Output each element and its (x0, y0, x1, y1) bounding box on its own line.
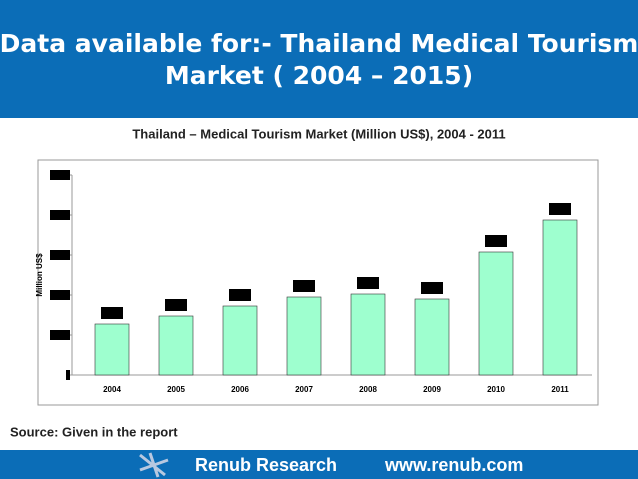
x-tick-label: 2010 (487, 385, 505, 394)
hidden-value-label (229, 289, 251, 301)
x-tick-label: 2008 (359, 385, 377, 394)
hidden-value-label (101, 307, 123, 319)
bar (414, 298, 450, 376)
x-tick-label: 2005 (167, 385, 185, 394)
footer-website: www.renub.com (384, 455, 523, 475)
bar (286, 296, 322, 376)
x-tick-label: 2011 (551, 385, 569, 394)
bar (94, 323, 130, 376)
y-axis-label: Million US$ (35, 253, 44, 297)
bar (158, 315, 194, 376)
bar (350, 293, 386, 376)
hidden-tick-label (50, 170, 70, 180)
footer-company: Renub Research (195, 455, 337, 475)
hidden-value-label (421, 282, 443, 294)
x-tick-label: 2009 (423, 385, 441, 394)
source-note: Source: Given in the report (10, 424, 178, 439)
hidden-value-label (293, 280, 315, 292)
footer-band (0, 450, 638, 479)
bar (222, 305, 258, 376)
bar (542, 219, 578, 376)
hidden-tick-label (50, 250, 70, 260)
hidden-value-label (549, 203, 571, 215)
slide-title: Data available for:- Thailand Medical To… (0, 29, 638, 90)
hidden-value-label (357, 277, 379, 289)
chart-frame (37, 159, 599, 406)
chart-title: Thailand – Medical Tourism Market (Milli… (132, 126, 505, 141)
header-band (0, 0, 638, 118)
x-tick-label: 2004 (103, 385, 121, 394)
hidden-tick-label (50, 210, 70, 220)
hidden-value-label (165, 299, 187, 311)
logo (139, 452, 169, 478)
hidden-tick-label (50, 290, 70, 300)
hidden-value-label (485, 235, 507, 247)
bar (478, 251, 514, 376)
hidden-tick-label (66, 370, 70, 380)
x-tick-label: 2007 (295, 385, 313, 394)
hidden-tick-label (50, 330, 70, 340)
x-tick-label: 2006 (231, 385, 249, 394)
